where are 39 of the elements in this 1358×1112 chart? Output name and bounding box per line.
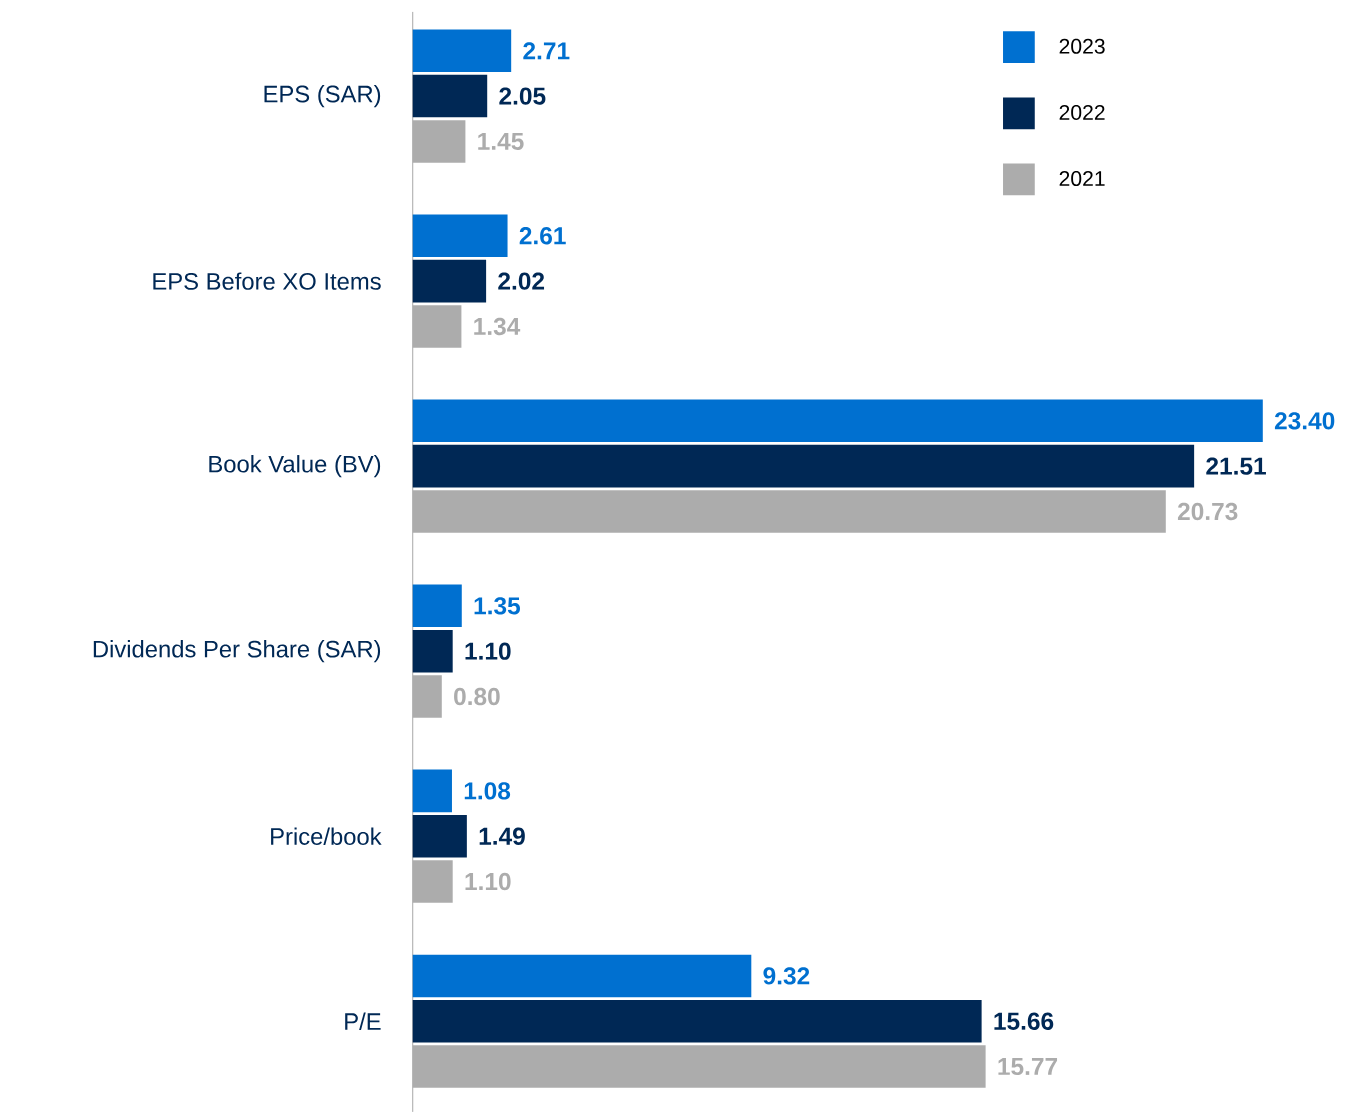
bar xyxy=(412,629,453,673)
data-label: 21.51 xyxy=(1206,457,1266,475)
data-label: 9.32 xyxy=(763,967,810,985)
bar xyxy=(412,444,1195,488)
data-label: 2.02 xyxy=(498,272,545,290)
y-tick-label: Price/book xyxy=(271,827,382,845)
bar xyxy=(412,584,462,628)
data-label: 1.45 xyxy=(478,132,524,151)
data-label: 2.71 xyxy=(523,42,570,60)
data-label: 2.05 xyxy=(499,87,546,105)
data-label: 1.35 xyxy=(474,597,520,615)
data-label: 1.08 xyxy=(464,782,511,800)
y-tick-label: EPS Before XO Items xyxy=(153,272,381,290)
bar xyxy=(412,214,508,258)
data-label: 1.49 xyxy=(479,827,525,845)
bar xyxy=(412,769,452,813)
bar xyxy=(412,259,487,303)
y-tick-label: EPS (SAR) xyxy=(264,85,381,108)
bar xyxy=(412,399,1263,443)
data-label: 20.73 xyxy=(1177,502,1238,521)
legend-label: 2022 xyxy=(1059,104,1105,120)
data-label: 2.61 xyxy=(519,227,566,245)
y-tick-label: P/E xyxy=(345,1012,381,1031)
data-label: 1.10 xyxy=(465,642,511,660)
data-label: 1.34 xyxy=(474,317,521,336)
data-label: 1.10 xyxy=(465,872,511,891)
data-label: 23.40 xyxy=(1274,412,1335,430)
bar xyxy=(412,29,512,73)
y-tick-label: Book Value (BV) xyxy=(209,455,381,478)
data-label: 15.66 xyxy=(994,1012,1054,1030)
data-label: 15.77 xyxy=(998,1058,1058,1076)
data-label: 0.80 xyxy=(454,687,500,706)
bar xyxy=(412,1000,982,1043)
y-tick-label: Dividends Per Share (SAR) xyxy=(93,640,381,663)
legend-label: 2023 xyxy=(1059,38,1105,54)
bar xyxy=(412,954,752,998)
legend-label: 2021 xyxy=(1059,171,1105,187)
bar xyxy=(412,74,488,118)
bar xyxy=(412,814,467,858)
